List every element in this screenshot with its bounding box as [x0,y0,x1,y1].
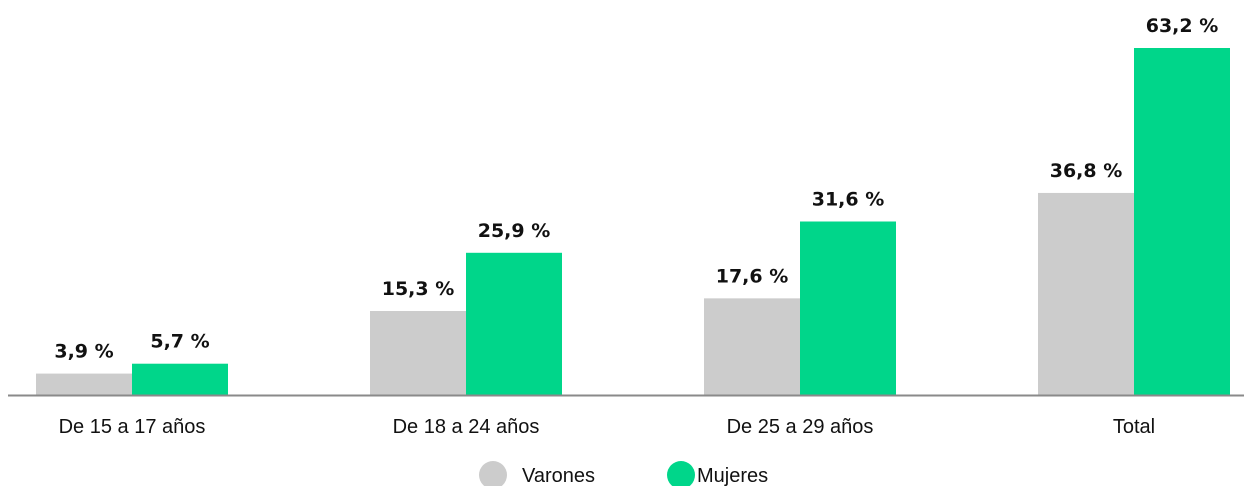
data-label-varones-total: 36,8 % [1050,160,1123,182]
data-label-mujeres-18-24: 25,9 % [478,220,551,242]
bar-varones-total [1038,192,1134,395]
legend-item-varones: Varones [479,461,595,486]
data-label-mujeres-15-17: 5,7 % [150,331,209,353]
legend-swatch-varones [479,461,507,486]
bar-mujeres-total [1134,48,1230,395]
data-label-mujeres-25-29: 31,6 % [812,189,885,211]
value-labels-layer: 3,9 % 5,7 % 15,3 % 25,9 % 17,6 % 31,6 % 36,8 %… [54,15,1218,363]
bar-varones-18-24 [370,310,466,395]
bar-varones-25-29 [704,298,800,395]
legend-label-mujeres: Mujeres [697,465,768,486]
legend: Varones Mujeres [479,461,768,486]
legend-label-varones: Varones [522,465,595,486]
bar-mujeres-25-29 [800,221,896,395]
bar-varones-15-17 [36,373,132,395]
bar-mujeres-15-17 [132,363,228,395]
bar-mujeres-18-24 [466,252,562,395]
data-label-varones-15-17: 3,9 % [54,341,113,363]
category-label-15-17: De 15 a 17 años [59,416,206,438]
data-label-mujeres-total: 63,2 % [1146,15,1219,37]
category-labels-layer: De 15 a 17 años De 18 a 24 años De 25 a 29… [59,416,1156,438]
data-label-varones-18-24: 15,3 % [382,278,455,300]
legend-swatch-mujeres [667,461,695,486]
data-label-varones-25-29: 17,6 % [716,265,789,287]
legend-item-mujeres: Mujeres [667,461,768,486]
category-label-total: Total [1113,416,1155,438]
category-label-25-29: De 25 a 29 años [727,416,874,438]
category-label-18-24: De 18 a 24 años [393,416,540,438]
bars-layer [36,48,1230,395]
